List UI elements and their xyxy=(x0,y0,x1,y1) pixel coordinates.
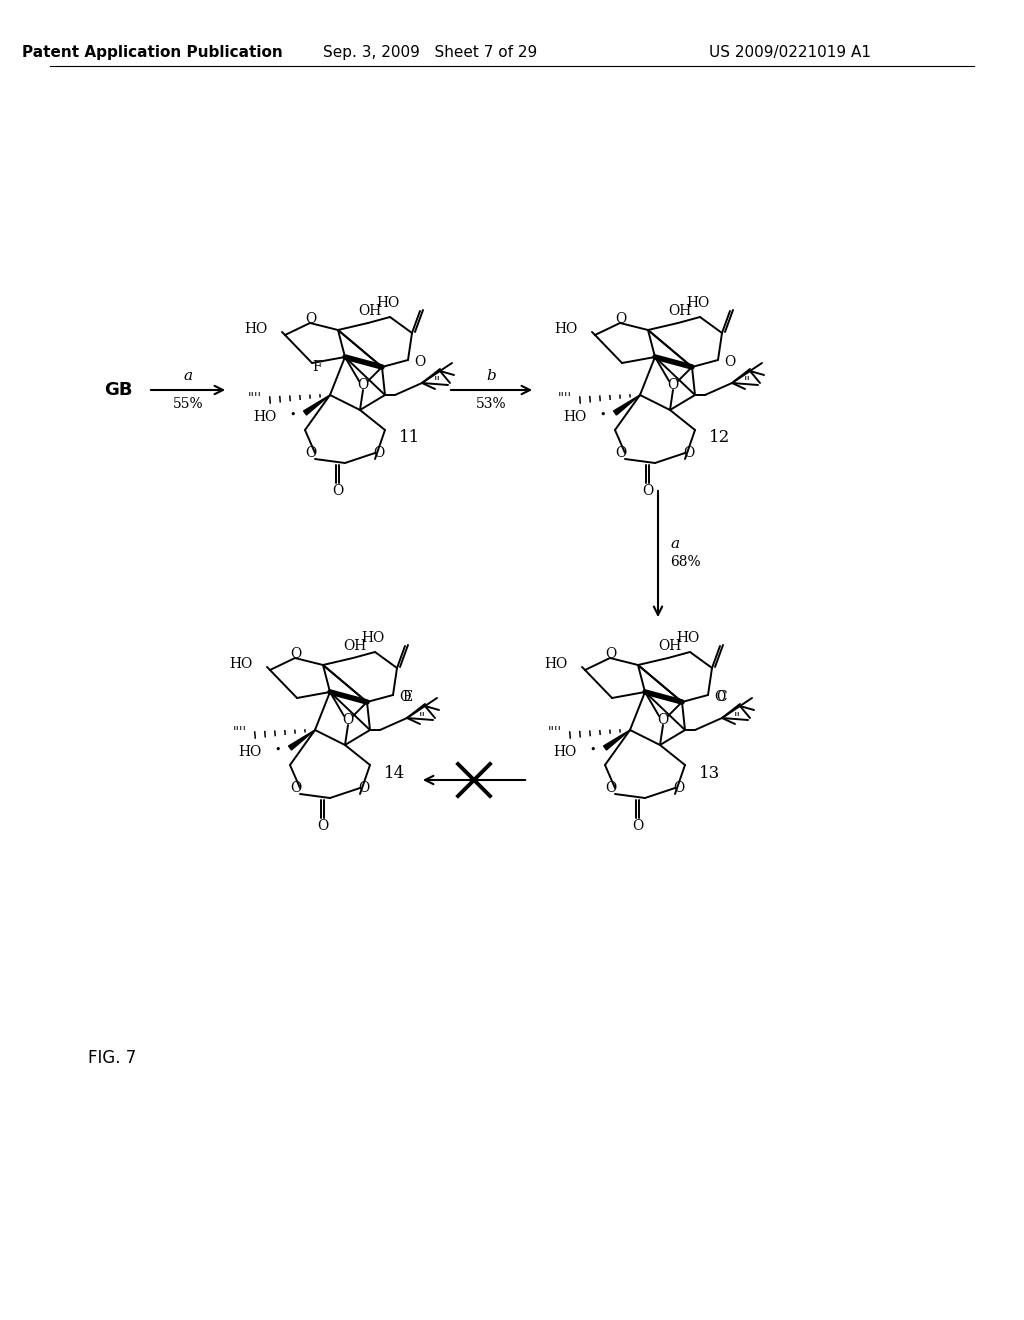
Text: '': '' xyxy=(434,376,441,389)
Text: '': '' xyxy=(734,711,741,725)
Text: 68%: 68% xyxy=(670,554,700,569)
Text: O: O xyxy=(415,355,426,370)
Text: O: O xyxy=(615,446,627,459)
Text: Patent Application Publication: Patent Application Publication xyxy=(22,45,283,59)
Text: •: • xyxy=(290,411,296,420)
Text: '''': '''' xyxy=(233,726,247,739)
Text: OH: OH xyxy=(669,304,691,318)
Text: O: O xyxy=(357,378,369,392)
Text: HO: HO xyxy=(254,411,278,424)
Text: HO: HO xyxy=(377,296,399,310)
Text: O: O xyxy=(291,647,302,661)
Text: O: O xyxy=(399,690,411,704)
Text: GB: GB xyxy=(103,381,132,399)
Text: O: O xyxy=(374,446,385,459)
Text: b: b xyxy=(486,370,497,383)
Text: O: O xyxy=(358,781,370,795)
Text: '''': '''' xyxy=(548,726,562,739)
Text: HO: HO xyxy=(361,631,385,645)
Text: US 2009/0221019 A1: US 2009/0221019 A1 xyxy=(709,45,871,59)
Text: O: O xyxy=(683,446,694,459)
Text: HO: HO xyxy=(554,744,577,759)
Text: HO: HO xyxy=(555,322,578,337)
Text: O: O xyxy=(674,781,685,795)
Text: 14: 14 xyxy=(384,764,406,781)
Text: E: E xyxy=(402,690,412,704)
Text: HO: HO xyxy=(245,322,268,337)
Text: O: O xyxy=(724,355,735,370)
Text: O: O xyxy=(605,647,616,661)
Text: O: O xyxy=(305,312,316,326)
Text: 55%: 55% xyxy=(173,397,204,411)
Text: O: O xyxy=(291,781,302,795)
Text: OH: OH xyxy=(358,304,382,318)
Text: HO: HO xyxy=(564,411,587,424)
Text: O: O xyxy=(333,484,344,498)
Text: OH: OH xyxy=(343,639,367,653)
Text: •: • xyxy=(590,744,596,755)
Text: F: F xyxy=(312,360,322,374)
Text: HO: HO xyxy=(677,631,699,645)
Text: 53%: 53% xyxy=(476,397,507,411)
Text: O: O xyxy=(633,818,644,833)
Polygon shape xyxy=(603,730,630,750)
Text: HO: HO xyxy=(545,657,568,671)
Text: FIG. 7: FIG. 7 xyxy=(88,1049,136,1067)
Text: Sep. 3, 2009   Sheet 7 of 29: Sep. 3, 2009 Sheet 7 of 29 xyxy=(323,45,538,59)
Text: O: O xyxy=(305,446,316,459)
Text: 12: 12 xyxy=(710,429,731,446)
Text: HO: HO xyxy=(229,657,253,671)
Text: •: • xyxy=(274,744,282,755)
Polygon shape xyxy=(303,395,330,414)
Text: a: a xyxy=(183,370,193,383)
Text: O: O xyxy=(642,484,653,498)
Text: O: O xyxy=(605,781,616,795)
Text: O: O xyxy=(317,818,329,833)
Polygon shape xyxy=(613,395,640,414)
Text: O: O xyxy=(342,713,353,727)
Text: OH: OH xyxy=(658,639,682,653)
Text: O: O xyxy=(668,378,679,392)
Text: HO: HO xyxy=(686,296,710,310)
Polygon shape xyxy=(289,730,315,750)
Text: O: O xyxy=(657,713,669,727)
Text: '''': '''' xyxy=(558,392,572,404)
Text: O: O xyxy=(715,690,726,704)
Text: HO: HO xyxy=(239,744,262,759)
Text: 13: 13 xyxy=(699,764,721,781)
Text: •: • xyxy=(600,411,606,420)
Text: 11: 11 xyxy=(399,429,421,446)
Text: O: O xyxy=(615,312,627,326)
Text: '''': '''' xyxy=(248,392,262,404)
Text: a: a xyxy=(670,537,679,550)
Text: C: C xyxy=(717,690,727,704)
Text: '': '' xyxy=(419,711,426,725)
Text: '': '' xyxy=(744,376,751,389)
